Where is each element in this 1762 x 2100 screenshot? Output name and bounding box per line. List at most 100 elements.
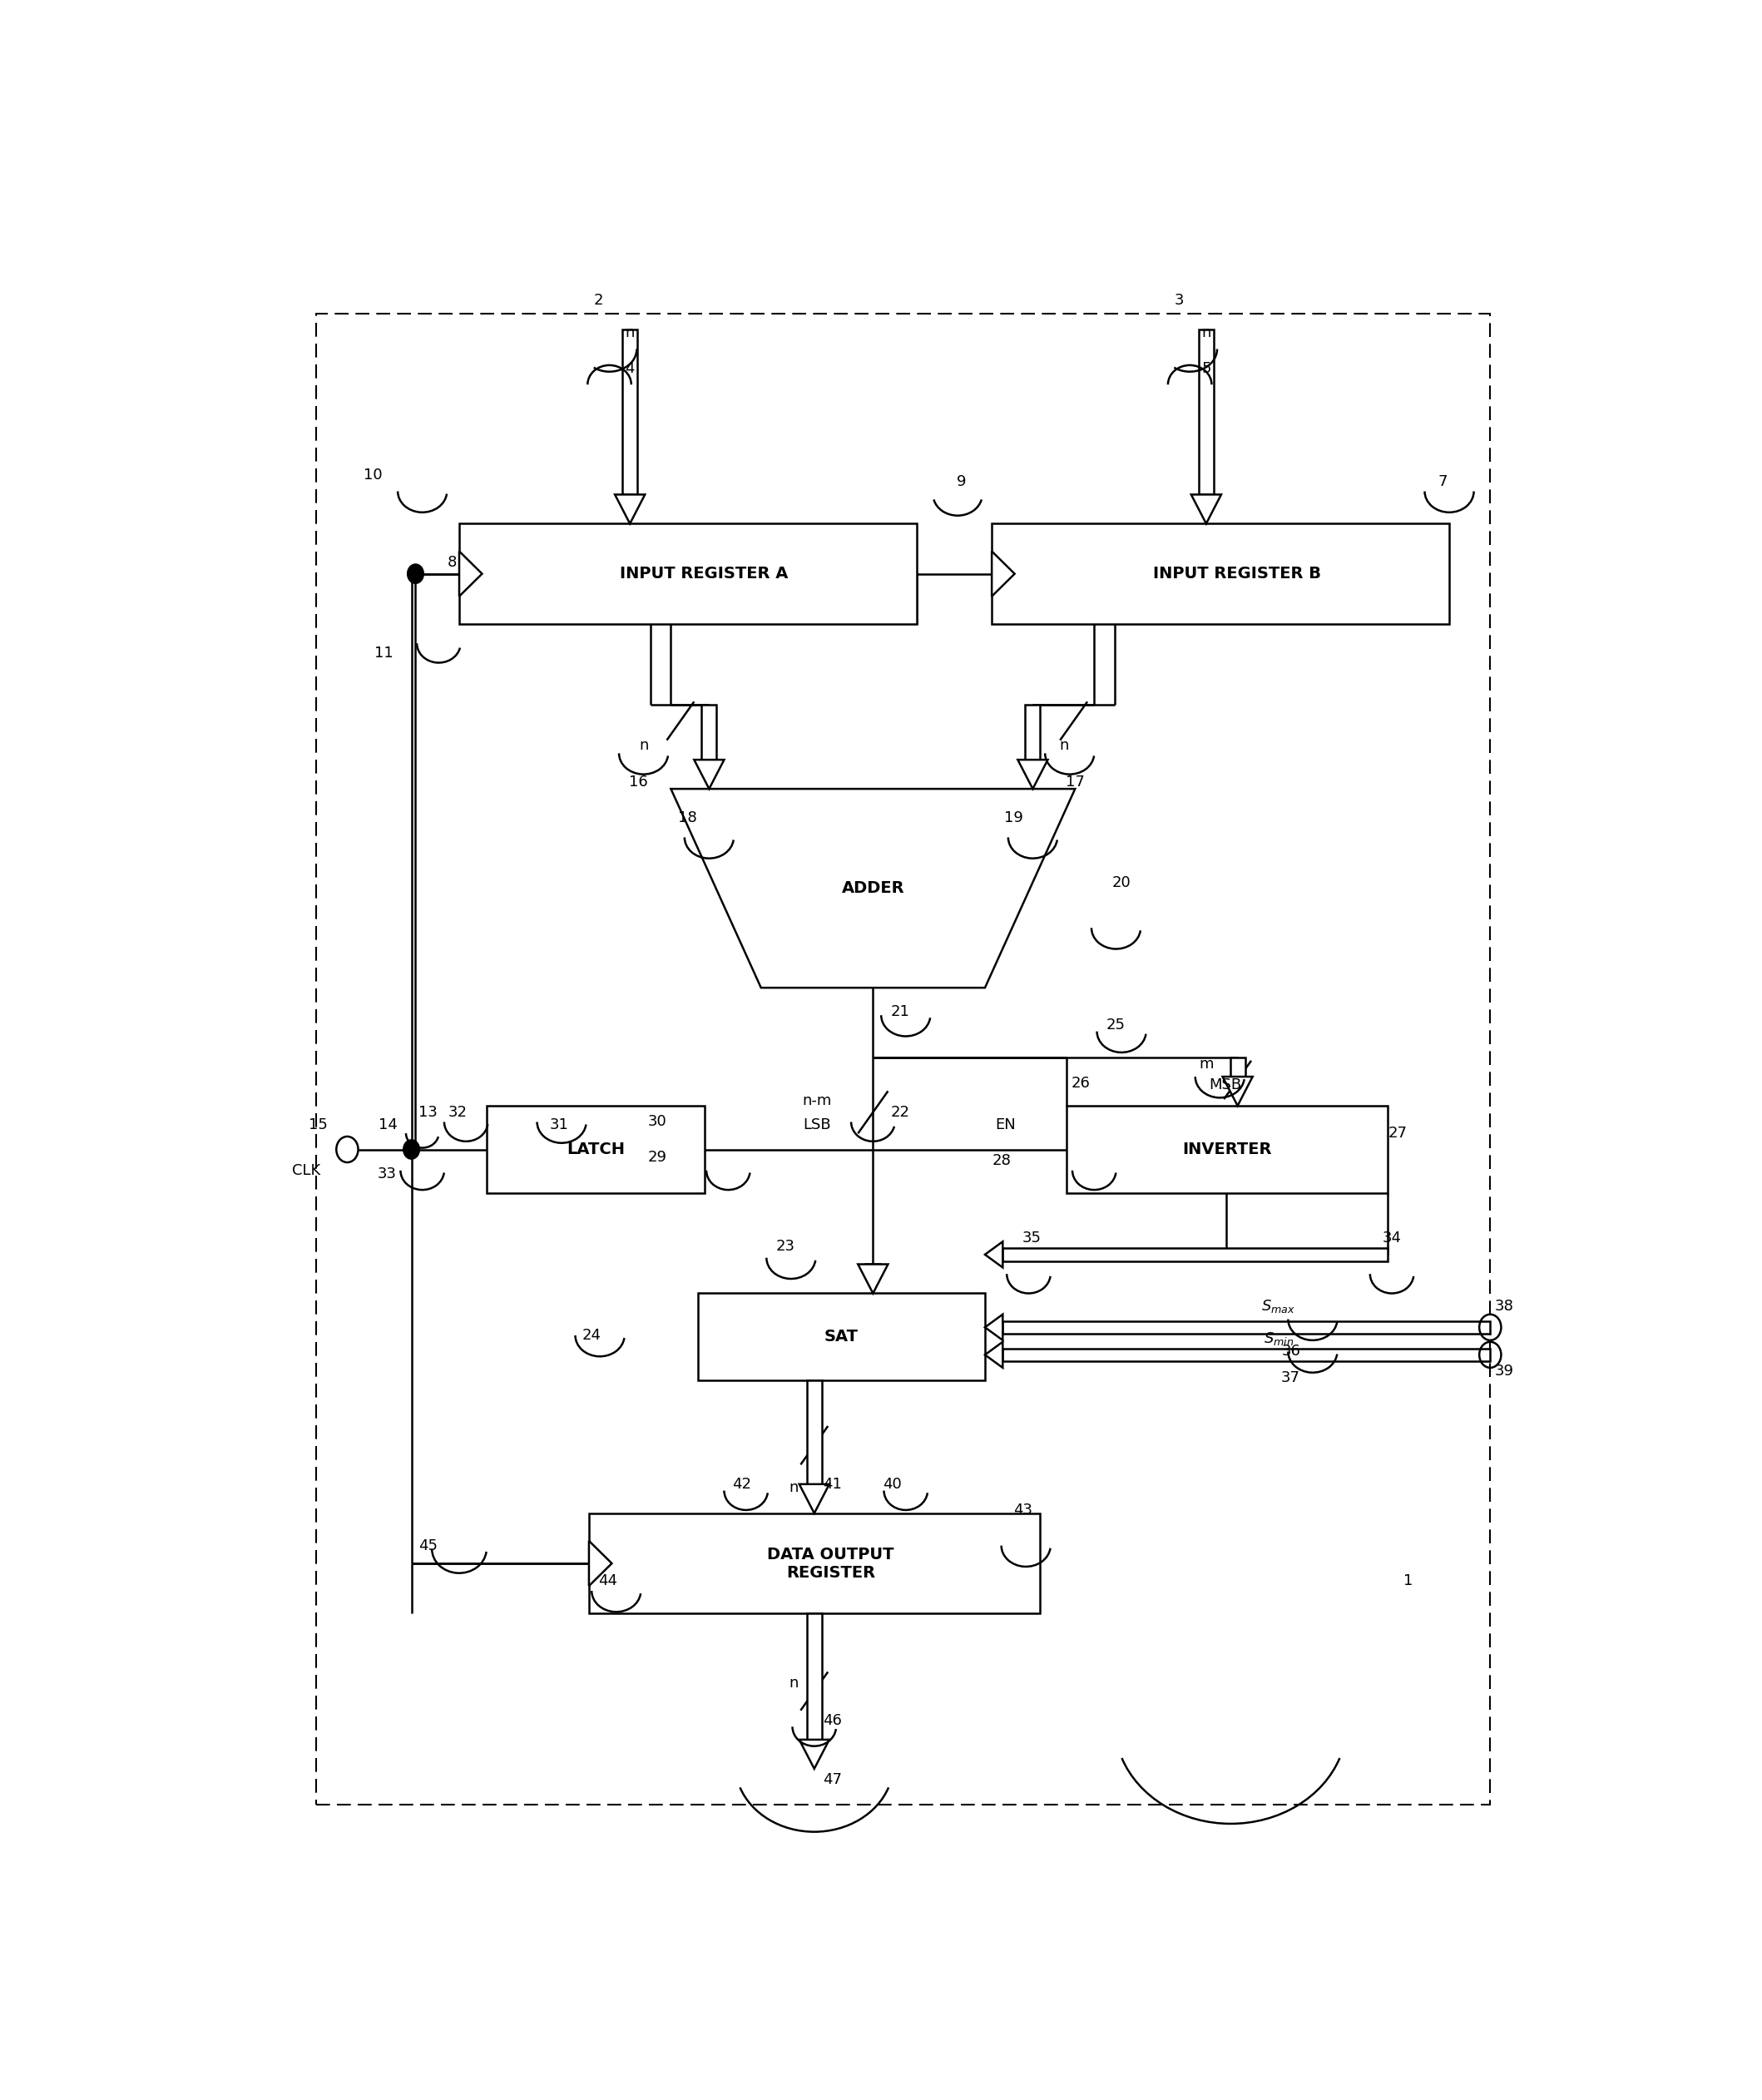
Polygon shape: [460, 550, 483, 596]
Bar: [1198, 330, 1214, 496]
Text: n: n: [1059, 737, 1070, 752]
Bar: [1003, 1321, 1491, 1334]
Text: 5: 5: [1202, 361, 1210, 376]
Polygon shape: [992, 550, 1015, 596]
Text: 42: 42: [733, 1476, 751, 1491]
Text: EN: EN: [996, 1117, 1015, 1132]
Text: 30: 30: [648, 1115, 666, 1130]
Text: 8: 8: [448, 554, 456, 569]
Text: n-m: n-m: [802, 1094, 832, 1109]
Text: 43: 43: [1013, 1501, 1033, 1518]
Text: n: n: [626, 326, 634, 340]
Text: 28: 28: [992, 1153, 1011, 1168]
Text: SAT: SAT: [825, 1329, 858, 1344]
Text: n: n: [789, 1480, 798, 1495]
Circle shape: [407, 565, 423, 584]
Text: 16: 16: [629, 775, 648, 790]
Text: m: m: [1198, 1056, 1214, 1071]
Text: n: n: [789, 1676, 798, 1691]
Text: ADDER: ADDER: [842, 880, 904, 897]
Bar: [1003, 1348, 1491, 1361]
Polygon shape: [1191, 496, 1221, 523]
Bar: [486, 1107, 705, 1193]
Bar: [807, 1380, 821, 1485]
Text: LATCH: LATCH: [567, 1142, 626, 1157]
Text: 44: 44: [599, 1573, 618, 1590]
Bar: [622, 330, 638, 496]
Text: 14: 14: [379, 1117, 398, 1132]
Text: 29: 29: [648, 1151, 666, 1166]
Text: CLK: CLK: [292, 1163, 321, 1178]
Text: 17: 17: [1066, 775, 1085, 790]
Text: 32: 32: [448, 1105, 467, 1119]
Text: 3: 3: [1173, 294, 1184, 309]
Text: 15: 15: [308, 1117, 328, 1132]
Text: 19: 19: [1004, 811, 1024, 825]
Bar: [460, 523, 916, 624]
Text: INPUT REGISTER A: INPUT REGISTER A: [620, 565, 789, 582]
Text: 45: 45: [418, 1537, 437, 1554]
Text: 47: 47: [823, 1772, 842, 1787]
Polygon shape: [985, 1342, 1003, 1367]
Text: 27: 27: [1388, 1126, 1406, 1140]
Bar: [701, 706, 717, 760]
Polygon shape: [985, 1315, 1003, 1340]
Bar: [807, 1613, 821, 1739]
Circle shape: [403, 1140, 419, 1159]
Text: 4: 4: [626, 361, 634, 376]
Polygon shape: [800, 1485, 830, 1514]
Text: 37: 37: [1281, 1369, 1300, 1384]
Text: 25: 25: [1107, 1016, 1126, 1033]
Polygon shape: [615, 496, 645, 523]
Text: 2: 2: [594, 294, 603, 309]
Polygon shape: [694, 760, 724, 790]
Bar: [1068, 1107, 1388, 1193]
Bar: [698, 1294, 985, 1380]
Text: 18: 18: [678, 811, 696, 825]
Bar: [1025, 706, 1040, 760]
Text: INVERTER: INVERTER: [1182, 1142, 1272, 1157]
Text: 33: 33: [377, 1166, 396, 1180]
Text: INPUT REGISTER B: INPUT REGISTER B: [1152, 565, 1322, 582]
Text: 13: 13: [418, 1105, 437, 1119]
Text: 1: 1: [1404, 1573, 1413, 1590]
Text: $S_{max}$: $S_{max}$: [1262, 1298, 1295, 1315]
Bar: [589, 1514, 1040, 1613]
Text: n: n: [640, 737, 648, 752]
Bar: [1230, 1056, 1246, 1077]
Polygon shape: [671, 790, 1075, 987]
Bar: [865, 1264, 881, 1270]
Text: 24: 24: [581, 1327, 601, 1342]
Text: 10: 10: [363, 468, 382, 483]
Text: LSB: LSB: [803, 1117, 832, 1132]
Text: 20: 20: [1112, 876, 1131, 890]
Polygon shape: [589, 1541, 611, 1586]
Text: 9: 9: [957, 475, 967, 489]
Bar: [992, 523, 1450, 624]
Text: 11: 11: [375, 645, 393, 662]
Text: 39: 39: [1494, 1363, 1514, 1378]
Text: 38: 38: [1494, 1298, 1514, 1315]
Bar: [1003, 1247, 1388, 1260]
Text: 34: 34: [1383, 1231, 1401, 1245]
Polygon shape: [1018, 760, 1048, 790]
Polygon shape: [1223, 1077, 1253, 1107]
Text: 31: 31: [550, 1117, 569, 1132]
Text: 35: 35: [1022, 1231, 1041, 1245]
Text: 41: 41: [823, 1476, 842, 1491]
Polygon shape: [800, 1739, 830, 1768]
Text: 7: 7: [1438, 475, 1447, 489]
Polygon shape: [858, 1264, 888, 1294]
Text: DATA OUTPUT
REGISTER: DATA OUTPUT REGISTER: [766, 1546, 893, 1581]
Text: 40: 40: [883, 1476, 902, 1491]
Text: n: n: [1202, 326, 1210, 340]
Text: MSB: MSB: [1209, 1077, 1242, 1092]
Bar: [315, 313, 1491, 1804]
Polygon shape: [985, 1241, 1003, 1268]
Text: 23: 23: [775, 1239, 795, 1254]
Text: 26: 26: [1071, 1075, 1091, 1090]
Text: $S_{min}$: $S_{min}$: [1263, 1329, 1293, 1346]
Text: 46: 46: [823, 1714, 842, 1728]
Text: 36: 36: [1281, 1344, 1300, 1359]
Text: 22: 22: [892, 1105, 909, 1119]
